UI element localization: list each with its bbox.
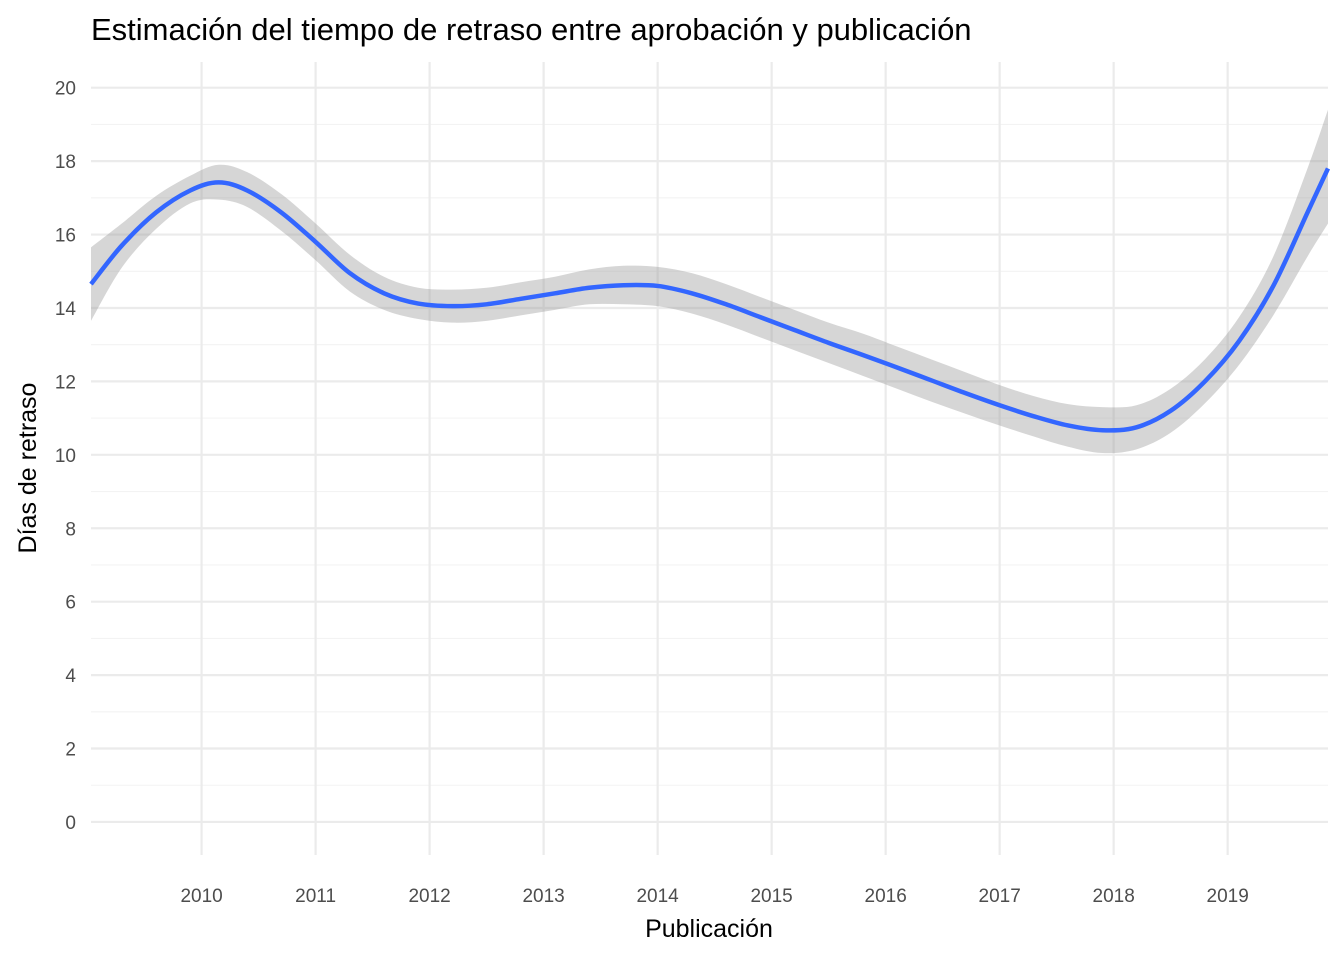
series xyxy=(89,167,1331,433)
y-tick-label: 2 xyxy=(65,740,76,761)
y-tick-label: 4 xyxy=(65,666,76,687)
x-tick-label: 2013 xyxy=(522,886,564,907)
y-tick-label: 18 xyxy=(55,152,76,173)
y-axis-ticks: 0 2 4 6 8 10 12 14 16 18 20 xyxy=(55,79,77,834)
x-tick-label: 2011 xyxy=(295,886,336,907)
x-tick-label: 2017 xyxy=(979,886,1021,907)
y-tick-label: 8 xyxy=(65,519,76,540)
x-tick-label: 2015 xyxy=(750,886,792,907)
major-gridlines xyxy=(91,62,1328,855)
y-tick-label: 0 xyxy=(65,813,76,834)
x-tick-label: 2019 xyxy=(1207,886,1249,907)
minor-gridlines xyxy=(91,123,1328,786)
y-tick-label: 10 xyxy=(55,446,76,467)
y-axis-title: Días de retraso xyxy=(14,383,42,554)
x-tick-label: 2012 xyxy=(408,886,450,907)
y-tick-label: 20 xyxy=(55,79,76,100)
trend-line xyxy=(89,167,1331,433)
confidence-band xyxy=(91,109,1328,454)
y-tick-label: 16 xyxy=(55,226,76,247)
confidence-band-area xyxy=(91,109,1328,454)
y-tick-label: 12 xyxy=(55,372,76,393)
chart-title: Estimación del tiempo de retraso entre a… xyxy=(91,12,972,47)
y-tick-label: 6 xyxy=(65,593,76,614)
x-tick-label: 2014 xyxy=(636,886,679,907)
x-tick-label: 2016 xyxy=(865,886,907,907)
y-tick-label: 14 xyxy=(55,299,77,320)
x-axis-ticks: 2010 2011 2012 2013 2014 2015 2016 2017 2018 2019 xyxy=(180,886,1248,907)
x-axis-title: Publicación xyxy=(645,915,773,943)
x-tick-label: 2010 xyxy=(180,886,222,907)
x-tick-label: 2018 xyxy=(1093,886,1135,907)
